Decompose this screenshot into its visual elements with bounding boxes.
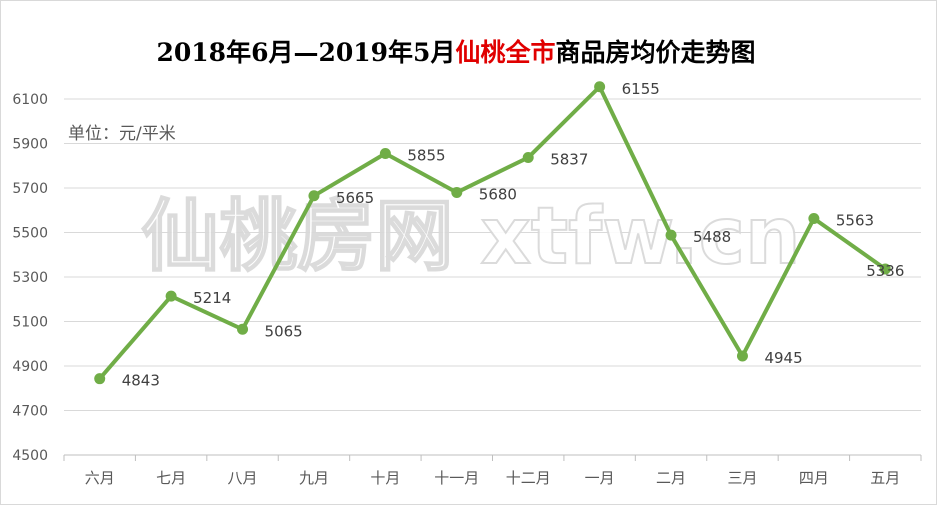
x-tick-label: 四月 bbox=[799, 469, 829, 487]
data-point bbox=[237, 323, 249, 335]
data-label: 5665 bbox=[336, 189, 374, 207]
series-line-layer bbox=[94, 81, 891, 385]
x-tick-label: 九月 bbox=[299, 469, 329, 487]
y-tick-label: 5100 bbox=[12, 315, 48, 331]
y-tick-label: 4900 bbox=[12, 359, 48, 375]
data-point bbox=[451, 186, 463, 198]
x-tick-label: 二月 bbox=[656, 469, 686, 487]
y-tick-label: 4700 bbox=[12, 404, 48, 420]
series-line-0 bbox=[97, 84, 888, 381]
x-tick-label: 六月 bbox=[85, 469, 115, 487]
y-tick-label: 5300 bbox=[12, 270, 48, 286]
data-label: 5488 bbox=[693, 228, 731, 246]
data-label: 6155 bbox=[622, 80, 660, 98]
data-point bbox=[879, 263, 891, 275]
data-point bbox=[665, 229, 677, 241]
data-label: 4945 bbox=[764, 349, 802, 367]
data-label: 5680 bbox=[479, 185, 517, 203]
data-point bbox=[522, 152, 534, 164]
unit-label: 单位：元/平米 bbox=[68, 124, 176, 144]
x-tick-label: 十月 bbox=[370, 469, 400, 487]
data-point bbox=[808, 212, 820, 224]
data-label: 5837 bbox=[550, 151, 588, 169]
data-label: 5855 bbox=[407, 147, 445, 165]
x-tick-label: 十一月 bbox=[434, 469, 479, 487]
x-tick-label: 三月 bbox=[727, 469, 757, 487]
y-tick-label: 6100 bbox=[12, 92, 48, 108]
x-tick-label: 五月 bbox=[870, 469, 900, 487]
data-label: 5336 bbox=[866, 262, 904, 280]
data-label: 5563 bbox=[836, 211, 874, 229]
title-part-2: 商品房均价走势图 bbox=[555, 38, 755, 67]
chart-title: 2018年6月—2019年5月仙桃全市商品房均价走势图 bbox=[157, 38, 756, 67]
x-tick-label: 十二月 bbox=[506, 469, 551, 487]
x-axis-ticks: 六月 七月 八月 九月 十月 十一月 十二月 一月 二月 三月 四月 五月 bbox=[63, 455, 922, 487]
data-point bbox=[736, 350, 748, 362]
y-tick-label: 5500 bbox=[12, 226, 48, 242]
data-labels: 4843 5214 5065 5665 5855 5680 5837 6155 5488 4945… bbox=[122, 80, 905, 390]
grid-lines bbox=[64, 98, 921, 456]
y-tick-label: 5900 bbox=[12, 137, 48, 153]
x-tick-label: 八月 bbox=[228, 469, 258, 487]
y-tick-label: 5700 bbox=[12, 181, 48, 197]
data-point bbox=[308, 190, 320, 202]
data-point bbox=[94, 373, 106, 385]
data-point bbox=[379, 148, 391, 160]
data-label: 5065 bbox=[265, 322, 303, 340]
data-point bbox=[165, 290, 177, 302]
x-tick-label: 七月 bbox=[156, 469, 186, 487]
title-part-0: 2018年6月—2019年5月 bbox=[157, 38, 456, 67]
y-tick-label: 4500 bbox=[12, 448, 48, 464]
data-label: 4843 bbox=[122, 372, 160, 390]
data-label: 5214 bbox=[193, 289, 231, 307]
title-part-1: 仙桃全市 bbox=[455, 38, 555, 67]
x-tick-label: 一月 bbox=[585, 469, 615, 487]
data-point bbox=[594, 81, 606, 93]
y-axis-ticks: 4500 4700 4900 5100 5300 5500 5700 5900 6100 bbox=[12, 92, 48, 464]
